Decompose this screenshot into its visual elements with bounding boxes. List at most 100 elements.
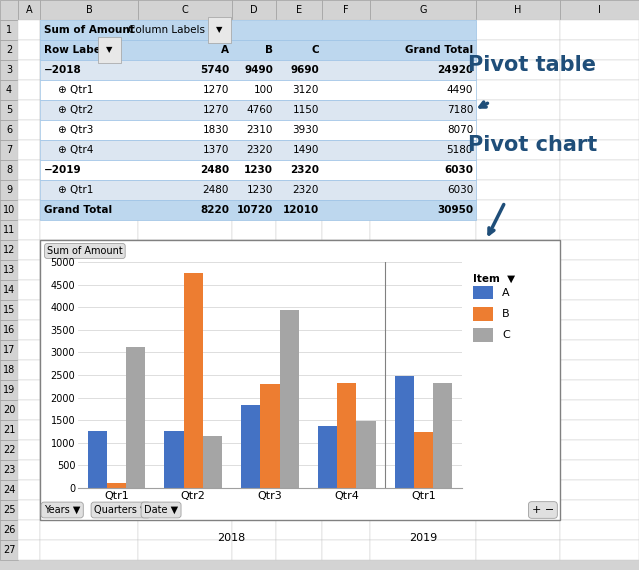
Text: 15: 15 xyxy=(3,305,15,315)
Bar xyxy=(276,20,322,40)
Text: 4760: 4760 xyxy=(247,105,273,115)
Bar xyxy=(560,460,639,480)
Text: 22: 22 xyxy=(3,445,15,455)
Text: B: B xyxy=(86,5,93,15)
Bar xyxy=(232,20,276,40)
Bar xyxy=(560,40,639,60)
Bar xyxy=(370,80,476,100)
Bar xyxy=(370,460,476,480)
Text: −2018: −2018 xyxy=(44,65,82,75)
Bar xyxy=(138,400,232,420)
Bar xyxy=(232,360,276,380)
Bar xyxy=(40,140,138,160)
Bar xyxy=(476,140,560,160)
Bar xyxy=(0,200,18,220)
Bar xyxy=(40,300,138,320)
Bar xyxy=(476,240,560,260)
Bar xyxy=(476,20,560,40)
Bar xyxy=(322,260,370,280)
Bar xyxy=(560,480,639,500)
Bar xyxy=(370,520,476,540)
Text: ⊕ Qtr2: ⊕ Qtr2 xyxy=(58,105,93,115)
Text: 6: 6 xyxy=(6,125,12,135)
Bar xyxy=(370,100,476,120)
Bar xyxy=(40,40,138,60)
Bar xyxy=(476,40,560,60)
Bar xyxy=(0,40,18,60)
Bar xyxy=(138,300,232,320)
Bar xyxy=(18,320,40,340)
Bar xyxy=(560,140,639,160)
Bar xyxy=(40,20,138,40)
Bar xyxy=(18,280,40,300)
Bar xyxy=(232,440,276,460)
Bar xyxy=(232,120,276,140)
Bar xyxy=(40,160,476,180)
Bar xyxy=(0,520,18,540)
Bar xyxy=(232,140,276,160)
Bar xyxy=(370,260,476,280)
Bar xyxy=(322,40,370,60)
Text: 26: 26 xyxy=(3,525,15,535)
Bar xyxy=(276,420,322,440)
Bar xyxy=(0,480,18,500)
Bar xyxy=(138,520,232,540)
Bar xyxy=(18,260,40,280)
Bar xyxy=(138,120,232,140)
Text: 10: 10 xyxy=(3,205,15,215)
Text: 20: 20 xyxy=(3,405,15,415)
Bar xyxy=(18,340,40,360)
Bar xyxy=(476,460,560,480)
Bar xyxy=(476,320,560,340)
Bar xyxy=(261,384,280,488)
Bar xyxy=(18,40,40,60)
Bar xyxy=(370,380,476,400)
Text: 5: 5 xyxy=(6,105,12,115)
Bar xyxy=(232,280,276,300)
Bar xyxy=(0,240,18,260)
Bar xyxy=(276,340,322,360)
Bar xyxy=(0,420,18,440)
Bar xyxy=(370,240,476,260)
Text: 2320: 2320 xyxy=(293,185,319,195)
Bar xyxy=(40,200,476,220)
Bar xyxy=(232,180,276,200)
Bar xyxy=(370,20,476,40)
Bar xyxy=(241,405,261,488)
Bar xyxy=(560,540,639,560)
Bar xyxy=(414,433,433,488)
Bar xyxy=(18,240,40,260)
Text: 4490: 4490 xyxy=(447,85,473,95)
Bar xyxy=(232,480,276,500)
Text: 2019: 2019 xyxy=(410,533,438,543)
Text: 6030: 6030 xyxy=(444,165,473,175)
Bar xyxy=(138,260,232,280)
Text: Sum of Amount: Sum of Amount xyxy=(47,246,123,256)
Text: 1230: 1230 xyxy=(247,185,273,195)
Text: 12010: 12010 xyxy=(282,205,319,215)
Bar xyxy=(370,280,476,300)
Bar xyxy=(318,426,337,488)
Text: ⊕ Qtr1: ⊕ Qtr1 xyxy=(58,85,93,95)
Text: 1230: 1230 xyxy=(244,165,273,175)
Bar xyxy=(476,60,560,80)
Text: A: A xyxy=(221,45,229,55)
Text: 5740: 5740 xyxy=(200,65,229,75)
Text: D: D xyxy=(250,5,258,15)
Text: B: B xyxy=(265,45,273,55)
Text: 17: 17 xyxy=(3,345,15,355)
Bar xyxy=(0,440,18,460)
Bar xyxy=(164,430,183,488)
Bar xyxy=(138,180,232,200)
Bar xyxy=(560,440,639,460)
Bar xyxy=(40,460,138,480)
Bar xyxy=(40,340,138,360)
Text: 12: 12 xyxy=(3,245,15,255)
Bar xyxy=(276,80,322,100)
Bar xyxy=(560,380,639,400)
Text: 9: 9 xyxy=(6,185,12,195)
Bar xyxy=(0,300,18,320)
Text: 2: 2 xyxy=(6,45,12,55)
Bar xyxy=(560,220,639,240)
Text: Years ▼: Years ▼ xyxy=(44,505,81,515)
